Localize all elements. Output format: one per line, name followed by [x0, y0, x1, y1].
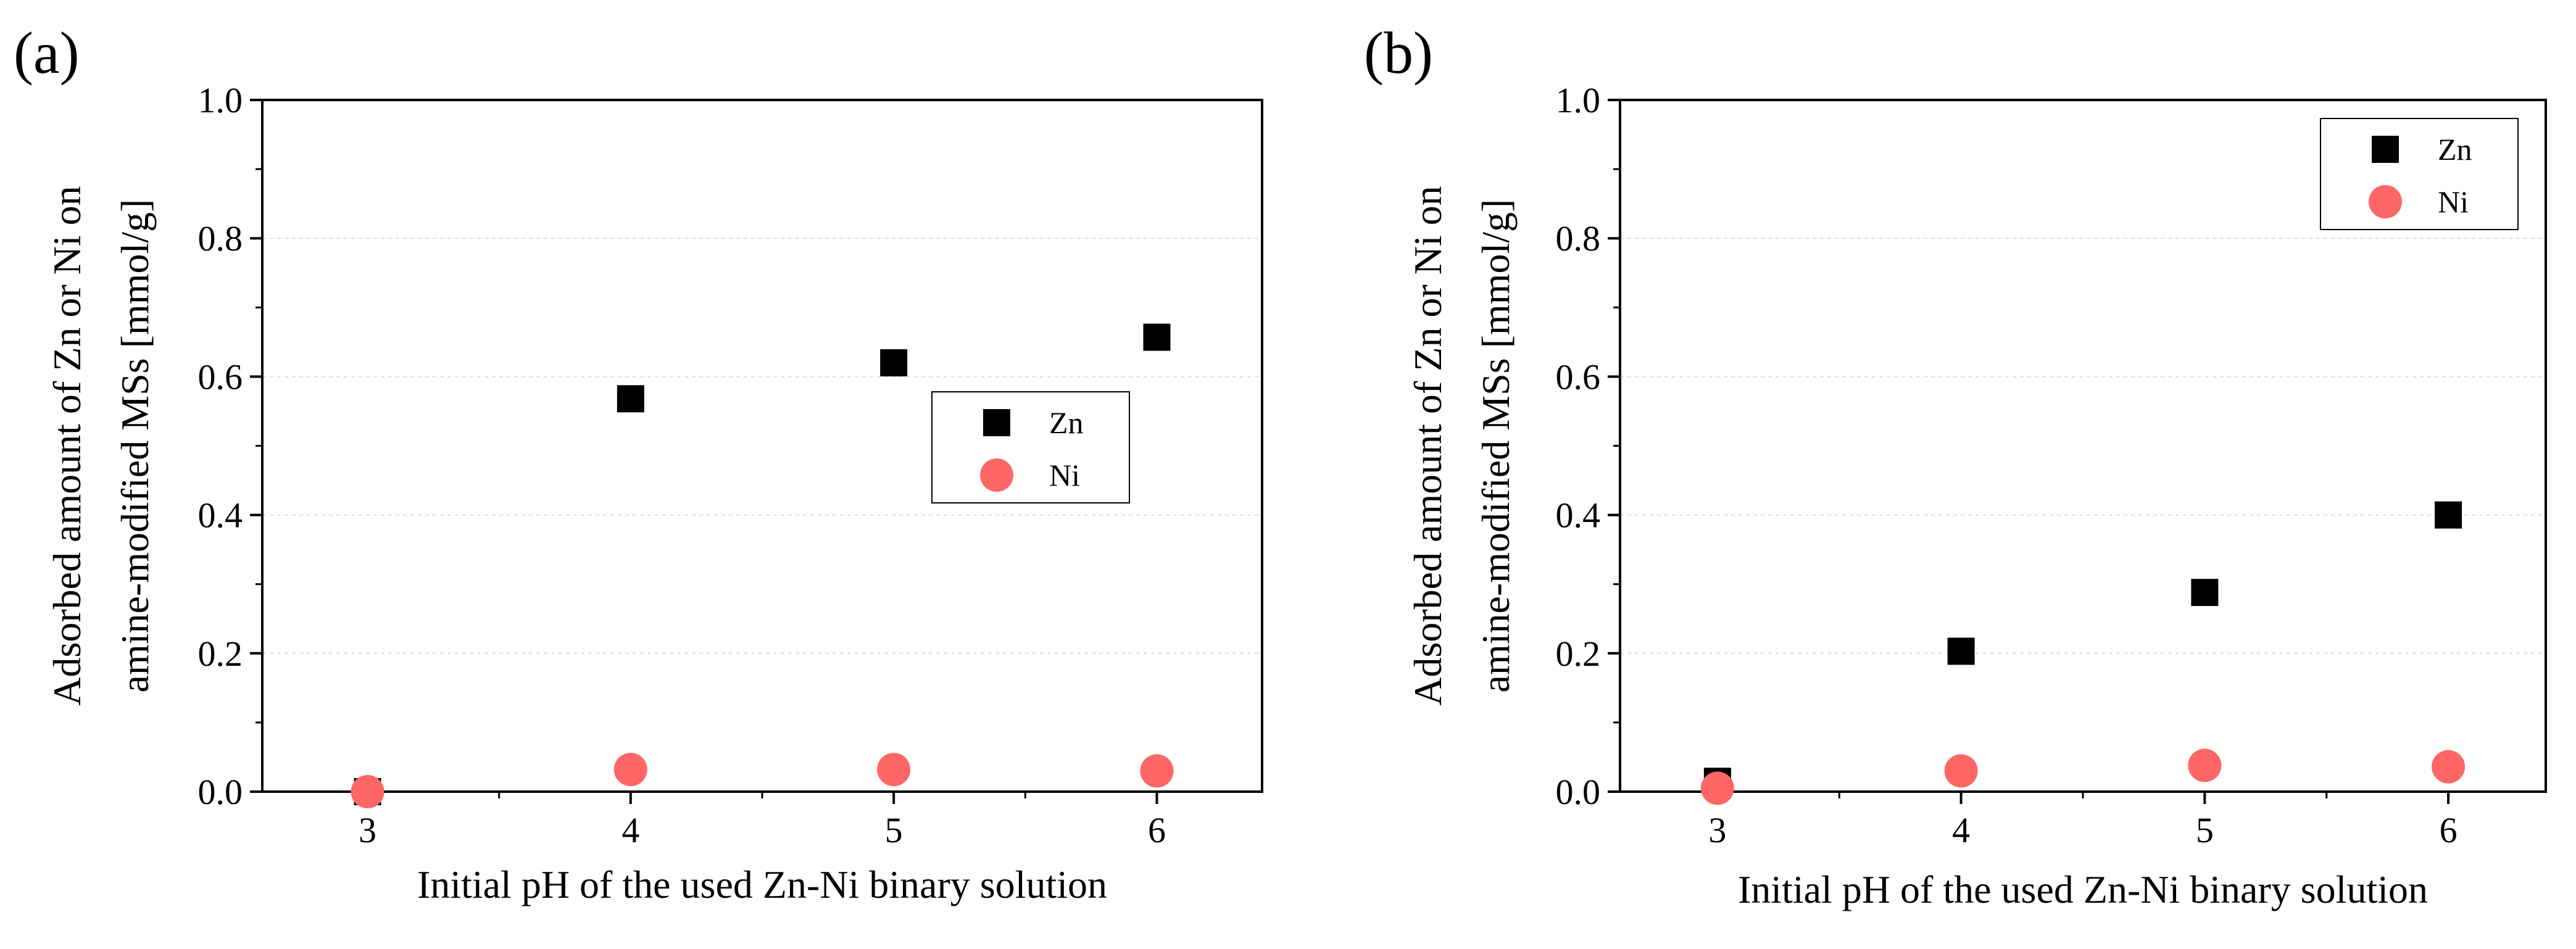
y-tick-label: 1.0 [1556, 80, 1601, 120]
legend-label-ni: Ni [1049, 458, 1080, 492]
legend: Zn Ni [2320, 118, 2519, 230]
legend-marker-ni [980, 458, 1013, 492]
y-tick-label: 0.6 [1556, 357, 1601, 397]
y-tick-label: 0.4 [198, 495, 243, 536]
x-axis-title: Initial pH of the used Zn-Ni binary solu… [1738, 868, 2428, 911]
y-tick-label: 0.6 [198, 357, 243, 397]
data-point-ni [2432, 750, 2466, 784]
data-point-zn [2191, 579, 2219, 607]
x-tick-label: 5 [2196, 810, 2214, 850]
data-point-ni [1700, 771, 1734, 805]
y-tick-label: 0.8 [1556, 218, 1601, 259]
data-point-zn [880, 349, 908, 376]
legend-label-zn: Zn [1049, 405, 1084, 440]
legend-box [2320, 118, 2519, 230]
panel-label-b: (b) [1364, 20, 1433, 86]
x-tick-label: 4 [1952, 810, 1970, 850]
legend-marker-ni [2369, 185, 2402, 218]
chart-panel-b: (b) 0.0 0.2 0.4 0.6 0.8 1.0 3 4 5 6 Initial pH of … [1364, 20, 2547, 911]
data-point-ni [1140, 754, 1174, 788]
y-tick-label: 0.8 [198, 218, 243, 259]
y-tick-label: 1.0 [198, 80, 243, 120]
y-tick-label: 0.0 [1556, 772, 1601, 812]
legend: Zn Ni [931, 391, 1130, 504]
data-point-ni [613, 753, 647, 787]
panel-label-a: (a) [14, 20, 80, 86]
y-axis-title-line: amine-modified MSs [mmol/g] [113, 199, 157, 693]
x-tick-label: 5 [885, 810, 903, 850]
data-point-zn [617, 385, 644, 413]
data-point-ni [877, 753, 911, 787]
y-axis-title-line: Adsorbed amount of Zn or Ni on [1406, 186, 1450, 706]
data-point-ni [2188, 748, 2222, 782]
y-tick-label: 0.2 [1556, 634, 1601, 674]
y-axis-title-line: amine-modified MSs [mmol/g] [1474, 199, 1518, 693]
data-point-ni [351, 775, 384, 808]
legend-label-zn: Zn [2438, 132, 2472, 167]
x-axis-title: Initial pH of the used Zn-Ni binary solu… [417, 863, 1107, 906]
data-point-zn [1143, 323, 1171, 351]
legend-label-ni: Ni [2438, 184, 2469, 219]
data-point-ni [1944, 754, 1978, 788]
x-tick-label: 6 [1148, 810, 1166, 850]
chart-panel-a: (a) 0.0 0.2 0.4 0.6 0.8 1.0 3 4 5 6 Initial pH of … [14, 20, 1263, 906]
x-tick-label: 3 [1708, 810, 1726, 850]
legend-marker-zn [983, 409, 1010, 436]
y-axis-title-line: Adsorbed amount of Zn or Ni on [45, 186, 89, 706]
legend-marker-zn [2372, 136, 2399, 163]
legend-box [931, 391, 1130, 504]
y-tick-label: 0.0 [198, 772, 243, 812]
data-point-zn [1947, 637, 1975, 665]
data-point-zn [2435, 501, 2462, 529]
x-tick-label: 3 [359, 810, 376, 850]
y-tick-label: 0.4 [1556, 495, 1601, 536]
x-tick-label: 6 [2440, 810, 2458, 850]
x-tick-label: 4 [621, 810, 639, 850]
y-tick-label: 0.2 [198, 634, 243, 674]
